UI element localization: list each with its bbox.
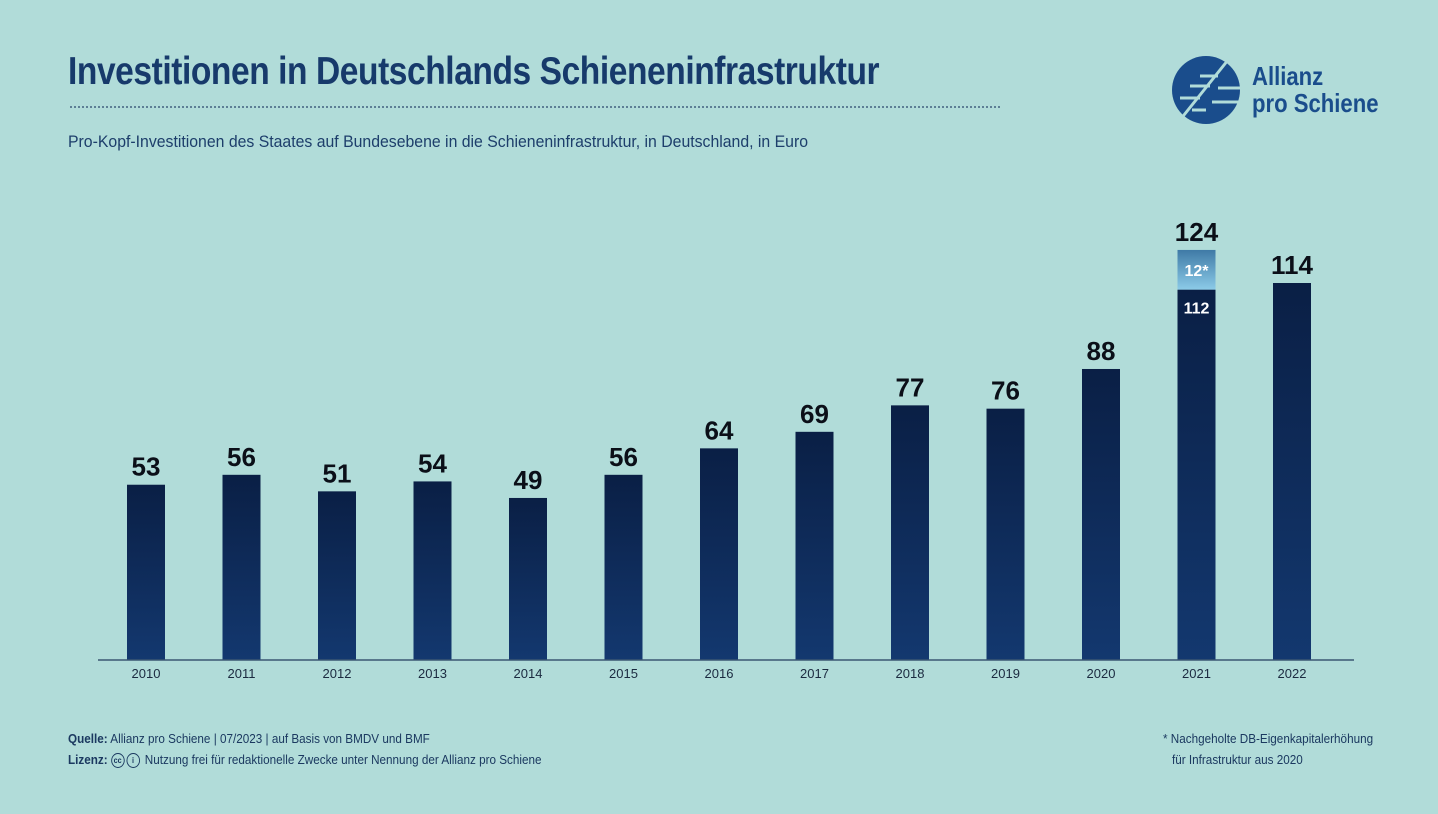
x-tick-label: 2011 bbox=[228, 666, 256, 681]
title-divider bbox=[70, 106, 1000, 108]
bar-2013 bbox=[413, 481, 452, 660]
source-label: Quelle: bbox=[68, 731, 108, 746]
x-tick-label: 2019 bbox=[991, 666, 1020, 681]
bar-2021-extra-label: 12* bbox=[1184, 263, 1209, 280]
logo-line2: pro Schiene bbox=[1252, 88, 1379, 118]
bar-2021-base bbox=[1177, 289, 1216, 660]
x-tick-label: 2015 bbox=[609, 666, 638, 681]
bar-2021-base-label: 112 bbox=[1184, 301, 1210, 318]
x-tick-label: 2020 bbox=[1087, 666, 1116, 681]
source-text: Allianz pro Schiene | 07/2023 | auf Basi… bbox=[110, 731, 430, 746]
bar-2019 bbox=[986, 408, 1025, 660]
x-tick-label: 2017 bbox=[800, 666, 829, 681]
bar-2010 bbox=[127, 484, 165, 660]
data-label: 76 bbox=[991, 376, 1020, 406]
data-label: 49 bbox=[514, 465, 543, 495]
footnote-line1: * Nachgeholte DB-Eigenkapitalerhöhung bbox=[1163, 731, 1374, 746]
data-label: 88 bbox=[1087, 336, 1116, 366]
x-tick-label: 2022 bbox=[1278, 666, 1307, 681]
bar-2022 bbox=[1273, 283, 1311, 660]
bar-2012 bbox=[318, 491, 356, 660]
data-label: 54 bbox=[418, 448, 447, 478]
data-label: 56 bbox=[227, 442, 256, 472]
footnote: * Nachgeholte DB-Eigenkapitalerhöhung fü… bbox=[1163, 728, 1373, 770]
x-tick-label: 2014 bbox=[514, 666, 543, 681]
chart-title: Investitionen in Deutschlands Schienenin… bbox=[68, 50, 880, 93]
bar-2014 bbox=[509, 497, 547, 660]
data-label: 64 bbox=[705, 415, 734, 445]
footer: Quelle: Allianz pro Schiene | 07/2023 | … bbox=[68, 728, 542, 770]
bar-2016 bbox=[700, 448, 738, 660]
x-tick-label: 2018 bbox=[896, 666, 925, 681]
x-tick-label: 2016 bbox=[705, 666, 734, 681]
license-line: Lizenz: cc i Nutzung frei für redaktionel… bbox=[68, 749, 542, 770]
bar-2011 bbox=[222, 474, 261, 660]
data-label: 69 bbox=[800, 399, 829, 429]
footnote-line2: für Infrastruktur aus 2020 bbox=[1172, 752, 1303, 767]
data-label: 56 bbox=[609, 442, 638, 472]
logo-line1: Allianz bbox=[1252, 61, 1324, 91]
logo-rail-icon bbox=[1172, 56, 1240, 124]
x-tick-label: 2010 bbox=[132, 666, 161, 681]
data-label: 114 bbox=[1271, 250, 1313, 280]
chart-subtitle: Pro-Kopf-Investitionen des Staates auf B… bbox=[68, 132, 809, 151]
bar-2020 bbox=[1082, 368, 1120, 660]
x-tick-label: 2021 bbox=[1182, 666, 1211, 681]
license-text: Nutzung frei für redaktionelle Zwecke un… bbox=[144, 752, 542, 767]
bar-2015 bbox=[604, 474, 643, 660]
cc-icon: cc bbox=[110, 753, 125, 769]
x-tick-label: 2013 bbox=[418, 666, 447, 681]
bar-2021-extra bbox=[1177, 249, 1216, 290]
bar-2018 bbox=[891, 405, 929, 660]
x-tick-label: 2012 bbox=[323, 666, 352, 681]
data-label: 77 bbox=[896, 372, 925, 402]
data-label: 53 bbox=[132, 452, 161, 482]
data-label: 124 bbox=[1175, 217, 1219, 247]
attribution-icon: i bbox=[126, 753, 140, 769]
allianz-pro-schiene-logo: Allianz pro Schiene bbox=[1170, 54, 1401, 126]
license-label: Lizenz: bbox=[68, 752, 108, 767]
data-label: 51 bbox=[323, 458, 352, 488]
bar-2017 bbox=[795, 431, 834, 660]
source-line: Quelle: Allianz pro Schiene | 07/2023 | … bbox=[68, 728, 542, 749]
